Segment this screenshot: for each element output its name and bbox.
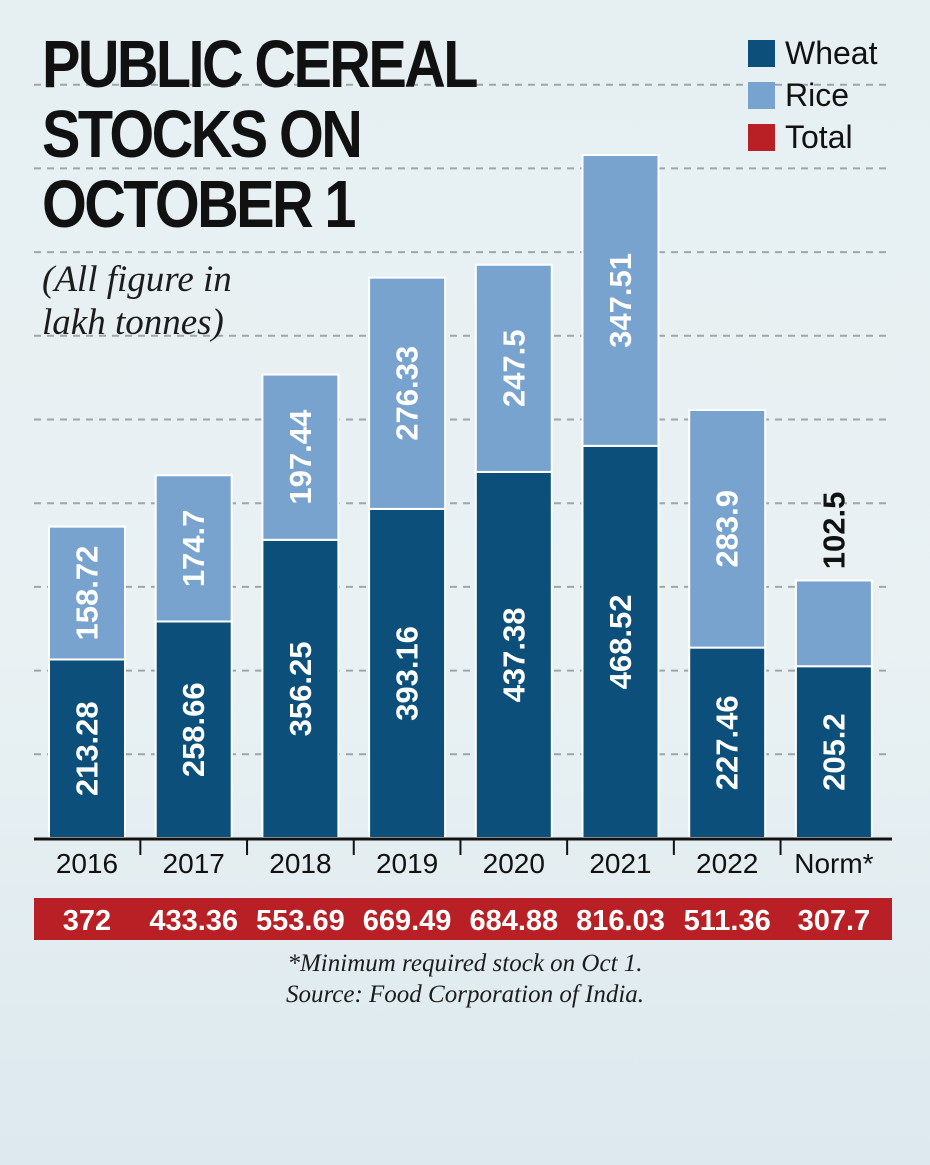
x-tick-label: Norm* bbox=[794, 848, 873, 879]
bar-wheat bbox=[474, 470, 553, 839]
bar-rice bbox=[154, 474, 233, 623]
data-label-wheat: 356.25 bbox=[283, 641, 318, 736]
total-label: 816.03 bbox=[576, 905, 665, 937]
legend-label-rice: Rice bbox=[785, 76, 850, 113]
data-label-rice: 197.44 bbox=[283, 409, 318, 505]
chart-subtitle: (All figure in lakh tonnes) bbox=[42, 259, 232, 343]
legend-swatch-wheat bbox=[748, 39, 775, 67]
bar-rice bbox=[474, 263, 553, 473]
bar-rice bbox=[581, 153, 660, 447]
legend: Wheat Rice Total bbox=[748, 32, 877, 158]
x-tick-label: 2018 bbox=[269, 848, 331, 879]
legend-swatch-total bbox=[748, 123, 775, 151]
x-tick-label: 2022 bbox=[696, 848, 758, 879]
total-label: 511.36 bbox=[684, 905, 771, 937]
bar-rice bbox=[688, 408, 767, 649]
x-tick-label: 2016 bbox=[56, 848, 118, 879]
x-tick-label: 2021 bbox=[589, 848, 651, 879]
legend-label-wheat: Wheat bbox=[785, 34, 878, 71]
x-tick-label: 2020 bbox=[483, 848, 545, 879]
bar-rice bbox=[368, 276, 447, 510]
data-label-rice: 158.72 bbox=[70, 546, 105, 641]
bar-wheat bbox=[48, 658, 126, 839]
legend-item-wheat: Wheat bbox=[748, 32, 877, 74]
total-label: 433.36 bbox=[149, 905, 238, 937]
data-label-wheat: 205.2 bbox=[816, 713, 851, 791]
footnote-block: *Minimum required stock on Oct 1. Source… bbox=[0, 948, 930, 1010]
bar-wheat bbox=[688, 646, 767, 839]
bar-wheat bbox=[581, 444, 660, 839]
bar-rice bbox=[48, 525, 126, 661]
data-label-rice: 276.33 bbox=[390, 346, 425, 441]
total-label: 307.7 bbox=[798, 905, 871, 937]
data-label-rice: 347.51 bbox=[603, 253, 638, 348]
data-label-wheat: 393.16 bbox=[390, 626, 425, 721]
data-label-wheat: 468.52 bbox=[603, 595, 638, 690]
footnote: *Minimum required stock on Oct 1. bbox=[287, 950, 643, 977]
data-label-rice: 102.5 bbox=[816, 492, 851, 570]
x-tick-label: 2019 bbox=[376, 848, 438, 879]
data-label-wheat: 437.38 bbox=[496, 608, 531, 703]
totals-band bbox=[34, 898, 892, 940]
bar-wheat bbox=[261, 538, 340, 839]
x-tick-label: 2017 bbox=[163, 848, 225, 879]
legend-label-total: Total bbox=[785, 118, 853, 155]
total-label: 684.88 bbox=[469, 905, 558, 937]
legend-swatch-rice bbox=[748, 81, 775, 109]
data-label-wheat: 213.28 bbox=[70, 701, 105, 796]
data-label-wheat: 258.66 bbox=[176, 682, 211, 777]
legend-item-rice: Rice bbox=[748, 74, 877, 116]
legend-item-total: Total bbox=[748, 116, 877, 158]
bar-rice bbox=[794, 579, 873, 668]
data-label-rice: 247.5 bbox=[496, 330, 531, 408]
data-label-rice: 174.7 bbox=[176, 510, 211, 588]
source-note: Source: Food Corporation of India. bbox=[285, 981, 645, 1008]
data-label-wheat: 227.46 bbox=[710, 695, 745, 790]
total-label: 372 bbox=[63, 905, 111, 937]
chart-title: PUBLIC CEREAL STOCKS ON OCTOBER 1 bbox=[42, 27, 478, 242]
data-label-rice: 283.9 bbox=[710, 490, 745, 568]
total-label: 553.69 bbox=[256, 905, 345, 937]
total-label: 669.49 bbox=[363, 905, 452, 937]
bar-rice bbox=[261, 373, 340, 541]
